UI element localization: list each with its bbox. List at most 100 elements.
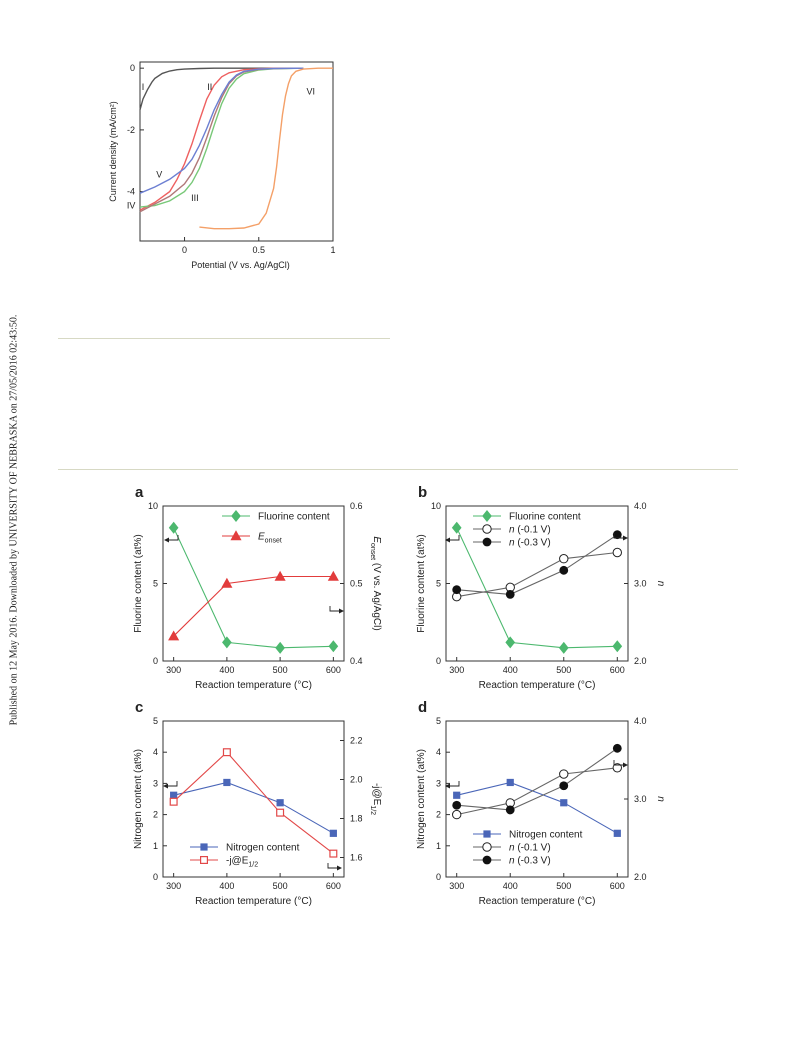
y-tick-label-left: 10 (148, 501, 158, 511)
series-line-0 (456, 781, 618, 834)
y-tick-label-left: 5 (436, 579, 441, 589)
y-tick-label-left: 4 (436, 747, 441, 757)
legend-label: Fluorine content (258, 512, 330, 523)
series-line-1 (456, 551, 618, 598)
legend-marker (482, 537, 492, 547)
data-point (612, 743, 622, 753)
x-tick-label: 0 (182, 245, 187, 255)
x-tick-label: 300 (166, 881, 181, 891)
data-point (276, 799, 284, 807)
y-tick-label-right: 0.6 (350, 501, 363, 511)
x-tick-label: 300 (166, 665, 181, 675)
y-tick-label-right: 4.0 (634, 716, 647, 726)
y-axis-label: Current density (mA/cm²) (108, 101, 118, 202)
legend-label: -j@E1/2 (226, 856, 258, 869)
data-point (329, 849, 338, 858)
series-line-0 (456, 527, 618, 649)
right-axis-arrow (613, 533, 625, 539)
data-point (170, 791, 178, 799)
x-tick-label: 400 (219, 665, 234, 675)
data-point (327, 570, 339, 581)
y-tick-label-left: 5 (153, 579, 158, 589)
x-tick-label: 0.5 (253, 245, 266, 255)
legend-label: Nitrogen content (226, 843, 300, 854)
curve-label-I: I (142, 82, 145, 92)
data-point (223, 778, 231, 787)
y-tick-label-right: 1.8 (350, 814, 363, 824)
x-tick-label: 600 (326, 665, 341, 675)
data-point (276, 808, 285, 817)
x-tick-label: 600 (610, 881, 625, 891)
x-tick-label: 300 (449, 665, 464, 675)
right-axis-arrow (329, 606, 341, 612)
data-point (559, 554, 569, 564)
y-tick-label-left: 0 (153, 872, 158, 882)
series-line-1 (173, 575, 334, 637)
data-point (452, 585, 462, 595)
y-axis-label-left: Fluorine content (at%) (133, 534, 144, 632)
right-axis-arrowhead (339, 608, 344, 614)
plot-frame (139, 61, 334, 242)
plot-frame (445, 720, 629, 878)
x-tick-label: 500 (556, 665, 571, 675)
plot-frame (162, 505, 345, 662)
data-point (451, 521, 462, 534)
x-tick-label: 500 (273, 665, 288, 675)
data-point (452, 809, 462, 820)
legend-label: Eonset (258, 532, 282, 545)
data-point (329, 829, 337, 837)
y-tick-label: 0 (130, 63, 135, 73)
y-tick-label-left: 1 (436, 841, 441, 851)
chart-panel-c: c 300 400 500 600 0 1 2 3 4 5 1.6 1.8 2.0 2.2 Reaction … (133, 699, 382, 907)
series-line-1 (173, 751, 334, 855)
x-axis-label: Reaction temperature (°C) (195, 680, 312, 691)
y-axis-label-right: Eonset (V vs. Ag/AgCl) (369, 536, 382, 630)
series-line-I (139, 67, 304, 110)
legend-marker (482, 524, 492, 534)
series-line-V (139, 67, 304, 194)
data-point (328, 640, 339, 653)
right-axis-arrow (613, 760, 625, 766)
data-point (505, 636, 516, 649)
divider-middle (58, 469, 738, 470)
x-tick-label: 400 (503, 881, 518, 891)
left-axis-arrow (167, 535, 179, 541)
legend-marker (230, 530, 242, 541)
series-line-2 (456, 534, 618, 595)
left-axis-arrowhead (445, 783, 450, 789)
y-tick-label-right: 1.6 (350, 853, 363, 863)
y-tick-label-left: 3 (436, 778, 441, 788)
y-tick-label-left: 10 (431, 501, 441, 511)
series-line-0 (173, 781, 334, 834)
panel-label: b (418, 484, 427, 501)
left-axis-arrowhead (163, 783, 168, 789)
y-axis-label-right: n (655, 796, 666, 802)
right-axis-arrowhead (337, 865, 342, 871)
y-tick-label-left: 3 (153, 778, 158, 788)
x-tick-label: 1 (330, 245, 335, 255)
y-tick-label-right: 2.2 (350, 736, 363, 746)
x-axis-label: Potential (V vs. Ag/AgCl) (191, 260, 290, 270)
curve-label-V: V (156, 170, 162, 180)
y-tick-label-right: 3.0 (634, 579, 647, 589)
chart-panel-b: b 300 400 500 600 0 5 10 2.0 3.0 4.0 Reaction tempe… (416, 484, 666, 691)
data-point (168, 521, 179, 534)
series-line-II (139, 67, 304, 211)
y-tick-label-left: 0 (436, 656, 441, 666)
legend-marker (200, 843, 208, 851)
legend-label: Nitrogen content (509, 830, 583, 841)
data-point (613, 829, 621, 837)
left-axis-arrowhead (445, 537, 450, 543)
data-point (506, 778, 514, 787)
panel-label: c (135, 699, 143, 716)
curve-label-III: III (191, 193, 199, 203)
chart-panel-d: d 300 400 500 600 0 1 2 3 4 5 2.0 3.0 4.0 Reaction tem… (416, 699, 666, 907)
x-tick-label: 400 (503, 665, 518, 675)
y-axis-label-left: Nitrogen content (at%) (416, 749, 427, 849)
data-point (505, 589, 515, 599)
panel-label: a (135, 484, 144, 501)
left-axis-arrow (448, 781, 460, 787)
x-tick-label: 400 (219, 881, 234, 891)
right-axis-arrowhead (623, 535, 628, 541)
data-point (168, 630, 180, 641)
